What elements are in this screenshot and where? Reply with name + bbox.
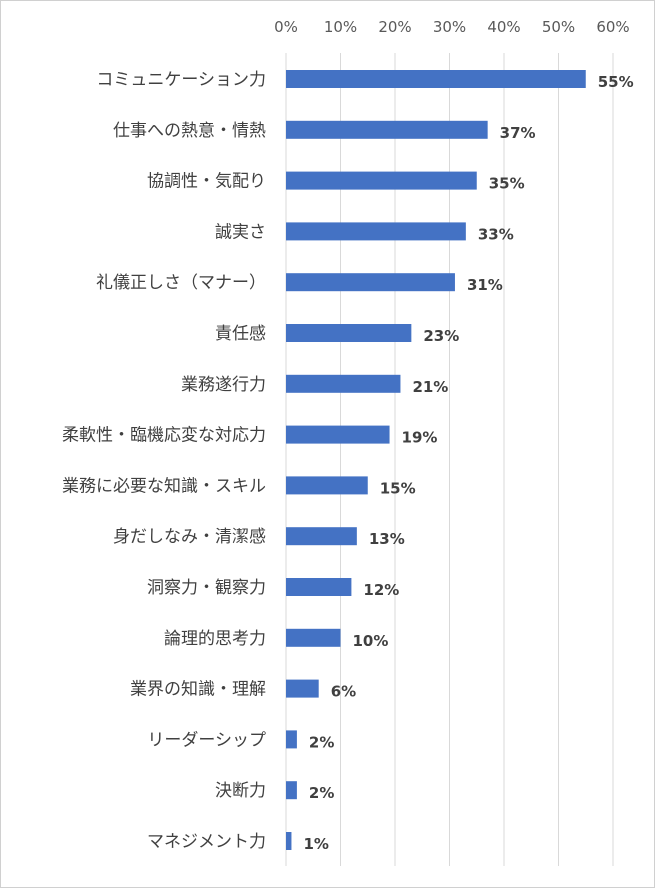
data-label: 13%: [369, 530, 405, 548]
data-label: 6%: [331, 683, 356, 701]
x-tick-label: 20%: [378, 18, 411, 36]
data-label: 2%: [309, 733, 334, 751]
category-label: 決断力: [215, 781, 266, 801]
bar: [286, 476, 368, 495]
bar: [286, 527, 357, 546]
category-label: 洞察力・観察力: [147, 578, 266, 598]
x-tick-label: 0%: [274, 18, 298, 36]
category-label: 礼儀正しさ（マナー）: [96, 273, 266, 293]
data-label: 35%: [489, 175, 525, 193]
bar: [286, 324, 412, 342]
data-label: 15%: [380, 479, 416, 497]
data-label: 33%: [478, 225, 514, 243]
bar: [286, 425, 390, 444]
data-label: 12%: [363, 581, 399, 599]
data-label: 10%: [353, 632, 389, 650]
data-label: 31%: [467, 276, 503, 294]
category-label: 柔軟性・臨機応変な対応力: [62, 426, 266, 446]
bar: [286, 781, 297, 800]
bar: [286, 730, 297, 749]
data-label: 37%: [500, 124, 536, 142]
data-label: 23%: [423, 327, 459, 345]
category-label: 業務遂行力: [181, 375, 266, 395]
x-tick-label: 60%: [596, 18, 629, 36]
data-label: 55%: [598, 73, 634, 91]
bar: [286, 679, 319, 698]
category-label: リーダーシップ: [147, 730, 266, 750]
category-label: コミュニケーション力: [96, 70, 266, 90]
category-label: 業界の知識・理解: [130, 680, 266, 700]
data-label: 2%: [309, 784, 334, 802]
x-tick-label: 10%: [324, 18, 357, 36]
bar: [286, 374, 401, 393]
bar: [286, 628, 341, 647]
category-label: 論理的思考力: [164, 629, 266, 649]
bar: [286, 120, 488, 139]
bar: [286, 70, 586, 88]
bar: [286, 222, 466, 241]
category-label: 協調性・気配り: [147, 172, 266, 192]
x-tick-label: 50%: [542, 18, 575, 36]
x-tick-label: 40%: [487, 18, 520, 36]
category-label: 責任感: [215, 324, 266, 344]
data-label: 19%: [402, 429, 438, 447]
bar: [286, 832, 292, 850]
category-label: 仕事への熱意・情熱: [113, 121, 266, 141]
bar: [286, 273, 455, 292]
bar: [286, 171, 477, 190]
bar: [286, 578, 352, 596]
category-label: 誠実さ: [215, 222, 266, 242]
data-label: 21%: [412, 378, 448, 396]
data-label: 1%: [303, 835, 328, 853]
x-tick-label: 30%: [433, 18, 466, 36]
category-label: 身だしなみ・清潔感: [113, 527, 266, 547]
category-label: マネジメント力: [147, 832, 266, 852]
category-label: 業務に必要な知識・スキル: [62, 476, 266, 496]
